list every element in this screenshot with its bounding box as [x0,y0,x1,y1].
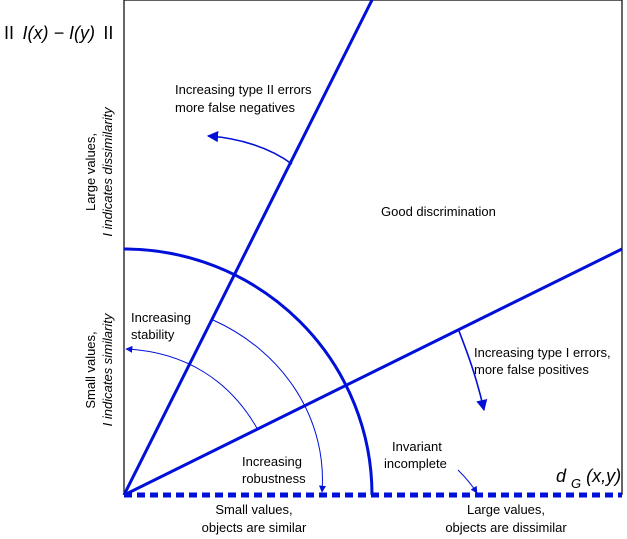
type1-boundary-line [123,247,623,497]
x-label-left-line1: Small values, [215,502,292,517]
x-axis-title: d G (x,y) [556,466,621,492]
invariance-arc [123,247,374,496]
type2-label-line1: Increasing type II errors [175,82,312,97]
x-axis-title-subscript: G [571,476,581,491]
y-label-lower-line2: I indicates similarity [100,312,115,426]
plot-frame [123,0,623,495]
y-axis-title-bars-right: II [103,23,113,43]
robustness-arrow [212,319,326,493]
stability-label-line1: Increasing [131,310,191,325]
x-label-right-line1: Large values, [467,502,545,517]
x-axis-title-main: d [556,466,567,486]
type1-label-line1: Increasing type I errors, [474,345,611,360]
type1-label-line2: more false positives [474,362,589,377]
y-axis-title-bars-left: II [4,23,14,43]
type2-boundary-line [122,0,374,496]
robustness-label-line2: robustness [242,471,306,486]
y-axis-title-expression: I(x) − I(y) [22,23,95,43]
invariant-label-line1: Invariant [392,439,442,454]
x-axis-title-args: (x,y) [586,466,621,486]
stability-label-line2: stability [131,327,175,342]
y-label-upper-line1: Large values, [83,133,98,211]
stability-arrow [125,345,259,431]
y-label-upper-line2: I indicates dissimilarity [100,106,115,237]
x-label-left-line2: objects are similar [202,520,307,535]
robustness-label-line1: Increasing [242,454,302,469]
y-axis-title: II I(x) − I(y) II [4,23,113,43]
type1-arrow [458,330,488,412]
good-discrimination-label: Good discrimination [381,204,496,219]
x-label-right-line2: objects are dissimilar [445,520,567,535]
y-label-lower-line1: Small values, [83,331,98,408]
type2-arrow [206,131,293,165]
invariant-arrow [457,469,478,494]
type2-label-line2: more false negatives [175,100,295,115]
invariant-label-line2: incomplete [384,456,447,471]
